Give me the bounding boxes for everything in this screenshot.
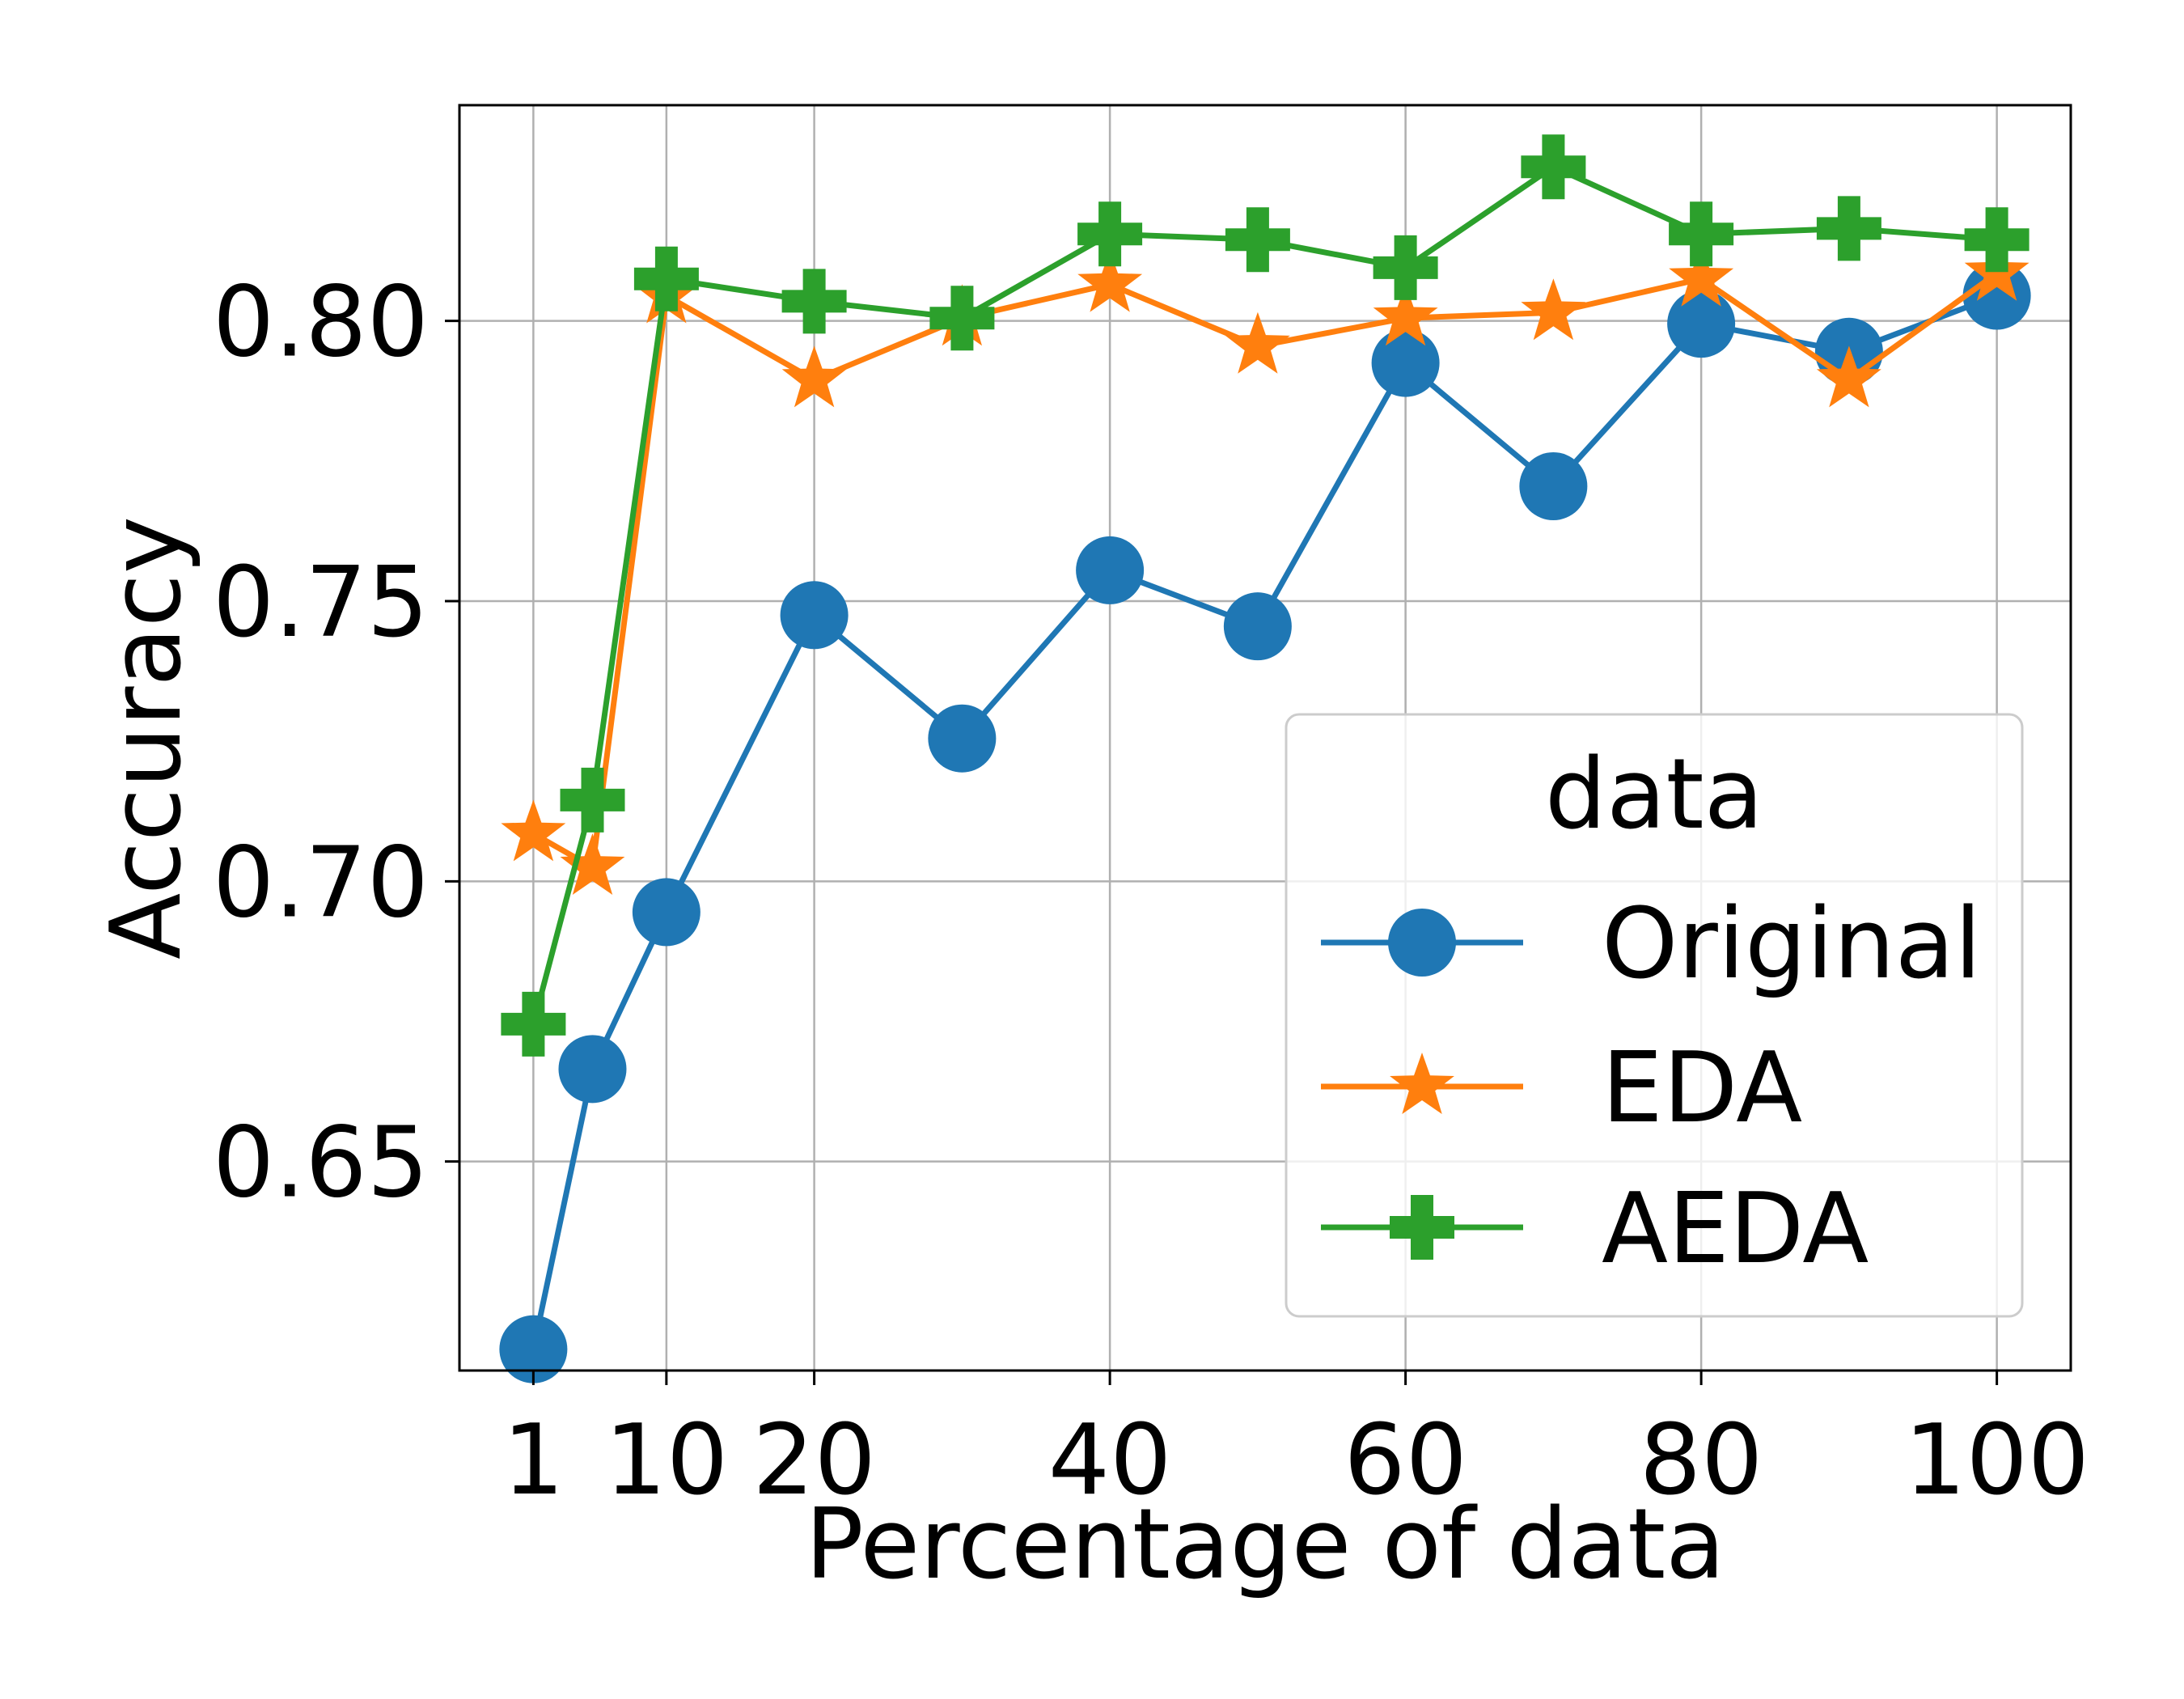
data-point-aeda xyxy=(1521,134,1586,200)
legend-title: data xyxy=(1545,739,1763,851)
data-point-original xyxy=(1962,261,2031,330)
legend-entry-eda: EDA xyxy=(1321,1032,1802,1145)
data-point-aeda xyxy=(781,269,847,334)
x-tick-label: 80 xyxy=(1640,1405,1763,1517)
x-tick-label: 10 xyxy=(605,1405,729,1517)
data-point-aeda xyxy=(1225,207,1290,273)
legend-label: AEDA xyxy=(1602,1173,1869,1286)
data-point-original xyxy=(1667,290,1736,358)
y-tick-label: 0.65 xyxy=(213,1108,429,1220)
y-axis-label: Accuracy xyxy=(91,516,203,960)
x-axis-label: Percentage of data xyxy=(805,1489,1725,1601)
legend-entry-aeda: AEDA xyxy=(1321,1173,1869,1286)
x-tick-label: 100 xyxy=(1904,1405,2089,1517)
legend: data Original EDA AEDA xyxy=(1285,713,2024,1318)
data-point-eda xyxy=(1816,345,1881,408)
legend-marker xyxy=(1388,909,1456,977)
series-line-eda xyxy=(531,270,1999,871)
legend-marker xyxy=(1390,1195,1454,1260)
data-point-aeda xyxy=(1669,201,1734,267)
legend-entry-original: Original xyxy=(1321,888,1982,1001)
legend-entries: Original EDA AEDA xyxy=(1321,888,1982,1286)
y-tick-label: 0.80 xyxy=(213,267,429,379)
data-point-aeda xyxy=(633,246,699,311)
data-point-eda xyxy=(560,833,625,895)
y-tick-label: 0.70 xyxy=(213,827,429,939)
data-point-original xyxy=(928,704,997,773)
plot-frame xyxy=(458,104,2072,1372)
x-tick-label: 40 xyxy=(1048,1405,1172,1517)
data-point-aeda xyxy=(1077,201,1143,267)
data-point-eda xyxy=(1225,311,1290,374)
data-point-eda xyxy=(1521,278,1586,341)
data-point-eda xyxy=(1669,244,1734,307)
legend-label: EDA xyxy=(1602,1032,1802,1145)
data-point-aeda xyxy=(1964,207,2030,273)
data-point-original xyxy=(1371,328,1440,397)
axis-ticks: 1 10 20 40 60 80 100 0.65 0.70 0.75 0.80 xyxy=(213,267,2089,1517)
data-point-aeda xyxy=(1816,196,1881,261)
data-point-original xyxy=(1076,536,1145,604)
x-tick-label: 60 xyxy=(1344,1405,1467,1517)
legend-box xyxy=(1285,713,2024,1318)
x-tick-label: 1 xyxy=(502,1405,564,1517)
data-point-eda xyxy=(501,799,566,862)
data-point-original xyxy=(1223,592,1292,661)
data-point-original xyxy=(499,1315,568,1383)
series-aeda xyxy=(501,134,2030,1057)
y-tick-label: 0.75 xyxy=(213,547,429,659)
data-point-aeda xyxy=(1373,235,1438,300)
data-point-aeda xyxy=(929,286,995,351)
data-point-eda xyxy=(781,345,847,408)
data-point-original xyxy=(1519,452,1588,521)
x-tick-label: 20 xyxy=(752,1405,876,1517)
data-point-original xyxy=(632,878,700,947)
data-point-eda xyxy=(1373,284,1438,346)
plot-series xyxy=(499,134,2031,1383)
legend-label: Original xyxy=(1602,888,1982,1001)
data-point-original xyxy=(558,1035,627,1104)
data-point-original xyxy=(780,581,849,650)
legend-marker xyxy=(1390,1053,1454,1114)
data-point-aeda xyxy=(501,991,566,1057)
data-point-eda xyxy=(1077,250,1143,312)
data-point-aeda xyxy=(560,767,625,833)
